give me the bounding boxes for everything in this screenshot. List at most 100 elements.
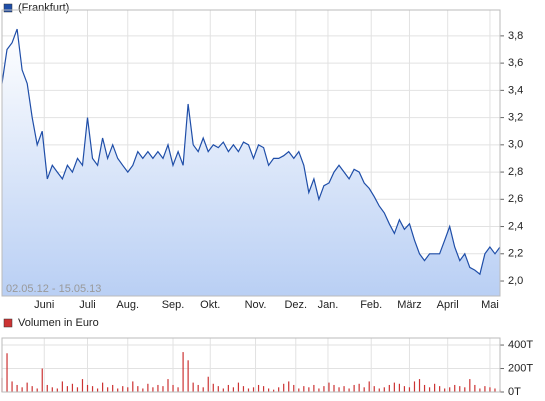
volume-bar (353, 384, 355, 392)
volume-bar (368, 381, 370, 392)
volume-bar (273, 389, 275, 392)
volume-bar (21, 387, 23, 392)
volume-bar (348, 388, 350, 392)
volume-bar (262, 386, 265, 392)
volume-bar (323, 386, 325, 392)
volume-bar (152, 387, 154, 392)
volume-bar (142, 388, 144, 392)
y-tick-label: 2,8 (508, 166, 523, 178)
volume-bar (252, 387, 255, 392)
volume-bar (41, 368, 43, 392)
volume-bar (403, 386, 406, 392)
volume-bar (56, 388, 58, 392)
volume-bar (192, 382, 194, 392)
date-range: 02.05.12 - 15.05.13 (6, 283, 101, 295)
volume-bar (11, 381, 13, 392)
volume-bar (172, 384, 174, 392)
volume-bar (298, 388, 300, 392)
volume-bar (16, 384, 18, 392)
volume-bar (338, 387, 340, 392)
volume-bar (454, 384, 456, 392)
volume-bar (207, 376, 209, 392)
volume-bar (358, 383, 360, 392)
volume-bar (388, 384, 390, 392)
volume-bar (494, 388, 496, 392)
y-tick-label: 2,4 (508, 220, 523, 232)
volume-bar (474, 384, 476, 392)
volume-bar (187, 360, 189, 392)
volume-bar (408, 387, 411, 392)
volume-bar (202, 387, 204, 392)
legend-label: (Frankfurt) (18, 2, 69, 14)
volume-bar (31, 386, 33, 392)
legend-swatch (3, 3, 13, 13)
volume-bar (303, 386, 305, 392)
volume-bar (217, 386, 219, 392)
volume-bar (423, 384, 426, 392)
volume-bar (484, 386, 486, 392)
volume-bar (127, 387, 129, 392)
y-tick-label: 3,6 (508, 57, 523, 69)
volume-bar (469, 379, 471, 392)
volume-bar (308, 387, 310, 392)
x-tick-label: Sep. (162, 299, 185, 311)
x-tick-label: April (437, 299, 459, 311)
volume-bar (117, 388, 119, 392)
volume-bar (418, 379, 421, 392)
x-tick-label: Jan. (318, 299, 339, 311)
plot-border (1, 9, 501, 297)
volume-bar (439, 386, 441, 392)
volume-bar (96, 388, 99, 392)
y-tick-label: 400T (508, 339, 533, 351)
x-tick-label: Juli (79, 299, 96, 311)
y-tick-label: 2,0 (508, 275, 523, 287)
volume-bar (107, 387, 109, 392)
volume-bar (232, 387, 234, 392)
volume-bar (112, 384, 114, 392)
volume-bar (363, 387, 365, 392)
volume-bar (373, 386, 375, 392)
volume-bar (182, 352, 184, 392)
y-tick-label: 3,4 (508, 84, 523, 96)
volume-bar (428, 387, 431, 392)
volume-bar (444, 388, 446, 392)
volume-bar (91, 386, 94, 392)
volume-bar (479, 388, 481, 392)
volume-bar (398, 383, 400, 392)
volume-bar (242, 386, 245, 392)
volume-bar (318, 388, 320, 392)
plot-background (1, 337, 501, 393)
volume-bar (434, 383, 436, 392)
volume-bar (147, 383, 149, 392)
volume-bar (222, 388, 224, 392)
volume-bar (489, 387, 491, 392)
y-tick-label: 0T (508, 386, 521, 398)
volume-bar (278, 387, 280, 392)
price-area (2, 29, 500, 296)
volume-bar (247, 388, 250, 392)
price-line (1, 28, 501, 276)
y-tick-label: 200T (508, 362, 533, 374)
volume-bar (6, 353, 8, 392)
volume-bar (413, 381, 416, 392)
volume-bar (162, 386, 164, 392)
volume-bar (167, 379, 169, 392)
volume-bar (378, 388, 380, 392)
volume-bar (212, 383, 214, 392)
volume-bar (66, 386, 68, 392)
volume-bar (36, 388, 38, 392)
volume-bar (393, 382, 395, 392)
x-tick-label: Nov. (245, 299, 267, 311)
volume-bar (449, 387, 451, 392)
volume-bar (157, 384, 159, 392)
x-tick-label: Feb. (360, 299, 382, 311)
volume-bar (51, 387, 53, 392)
volume-bar (333, 384, 335, 392)
x-tick-label: März (397, 299, 421, 311)
y-tick-label: 3,0 (508, 139, 523, 151)
volume-bar (76, 387, 79, 392)
legend-label: Volumen in Euro (18, 317, 99, 329)
volume-bar (237, 382, 240, 392)
